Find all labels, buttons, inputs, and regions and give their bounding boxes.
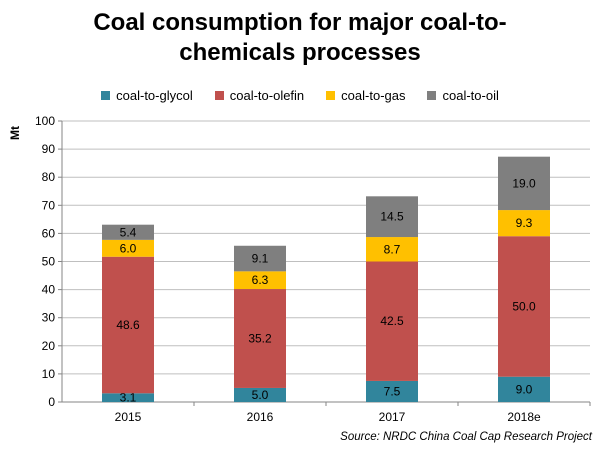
y-tick-label-0: 0 (48, 395, 55, 409)
legend-swatch-gas (326, 91, 336, 100)
legend-label-glycol: coal-to-glycol (116, 88, 193, 103)
legend-item-glycol: coal-to-glycol (101, 88, 193, 103)
data-label-coal-to-glycol-2018e: 9.0 (516, 382, 533, 396)
y-tick-label-30: 30 (42, 311, 56, 325)
y-tick-label-100: 100 (35, 114, 55, 128)
y-tick-label-60: 60 (42, 226, 56, 240)
x-tick-label-2016: 2016 (247, 410, 274, 424)
data-label-coal-to-gas-2015: 6.0 (120, 241, 137, 255)
bar-segment-coal-to-olefin-2015 (102, 256, 154, 394)
chart-title-line-1: Coal consumption for major coal-to- (93, 9, 507, 36)
data-label-coal-to-glycol-2015: 3.1 (120, 391, 137, 405)
legend-swatch-olefin (214, 91, 224, 100)
source-note: Source: NRDC China Coal Cap Research Pro… (340, 431, 592, 443)
y-tick-label-40: 40 (42, 283, 56, 297)
bar-segment-coal-to-glycol-2017 (366, 380, 418, 402)
bar-segment-coal-to-gas-2015 (102, 239, 154, 257)
data-label-coal-to-gas-2018e: 9.3 (516, 216, 533, 230)
data-label-coal-to-oil-2015: 5.4 (120, 225, 137, 239)
legend-swatch-glycol (101, 91, 111, 100)
data-label-coal-to-olefin-2017: 42.5 (380, 314, 404, 328)
data-label-coal-to-oil-2018e: 19.0 (512, 176, 536, 190)
data-label-coal-to-gas-2017: 8.7 (384, 242, 401, 256)
data-label-coal-to-glycol-2017: 7.5 (384, 384, 401, 398)
data-label-coal-to-oil-2017: 14.5 (380, 210, 404, 224)
data-label-coal-to-oil-2016: 9.1 (252, 252, 269, 266)
bar-segment-coal-to-gas-2017 (366, 237, 418, 262)
data-label-coal-to-glycol-2016: 5.0 (252, 388, 269, 402)
legend-swatch-oil (427, 91, 437, 100)
y-tick-label-70: 70 (42, 198, 56, 212)
bar-segment-coal-to-olefin-2017 (366, 261, 418, 381)
x-tick-label-2018e: 2018e (507, 410, 541, 424)
y-tick-label-90: 90 (42, 142, 56, 156)
bar-segment-coal-to-oil-2015 (102, 224, 154, 240)
y-tick-label-20: 20 (42, 339, 56, 353)
y-tick-label-10: 10 (42, 367, 56, 381)
legend-label-olefin: coal-to-olefin (229, 88, 305, 103)
y-tick-label-50: 50 (42, 255, 56, 269)
bar-segment-coal-to-oil-2018e (498, 156, 550, 211)
data-label-coal-to-olefin-2018e: 50.0 (512, 299, 536, 313)
x-tick-label-2017: 2017 (379, 410, 406, 424)
data-label-coal-to-olefin-2015: 48.6 (116, 318, 140, 332)
legend-item-gas: coal-to-gas (326, 88, 405, 103)
data-label-coal-to-olefin-2016: 35.2 (248, 331, 272, 345)
chart-title-line-2: chemicals processes (179, 39, 421, 66)
x-tick-label-2015: 2015 (115, 410, 142, 424)
legend-item-oil: coal-to-oil (427, 88, 499, 103)
legend-item-olefin: coal-to-olefin (214, 88, 305, 103)
bar-segment-coal-to-oil-2017 (366, 196, 418, 238)
legend-label-oil: coal-to-oil (442, 88, 499, 103)
y-tick-label-80: 80 (42, 170, 56, 184)
data-label-coal-to-gas-2016: 6.3 (252, 273, 269, 287)
bar-segment-coal-to-glycol-2016 (234, 387, 286, 402)
bar-segment-coal-to-olefin-2016 (234, 289, 286, 388)
bar-segment-coal-to-oil-2016 (234, 245, 286, 272)
legend: coal-to-glycol coal-to-olefin coal-to-ga… (0, 88, 600, 103)
legend-label-gas: coal-to-gas (341, 88, 406, 103)
bar-segment-coal-to-glycol-2015 (102, 393, 154, 402)
bar-segment-coal-to-gas-2016 (234, 271, 286, 290)
bar-segment-coal-to-glycol-2018e (498, 376, 550, 402)
bar-segment-coal-to-gas-2018e (498, 210, 550, 237)
bar-segment-coal-to-olefin-2018e (498, 236, 550, 377)
